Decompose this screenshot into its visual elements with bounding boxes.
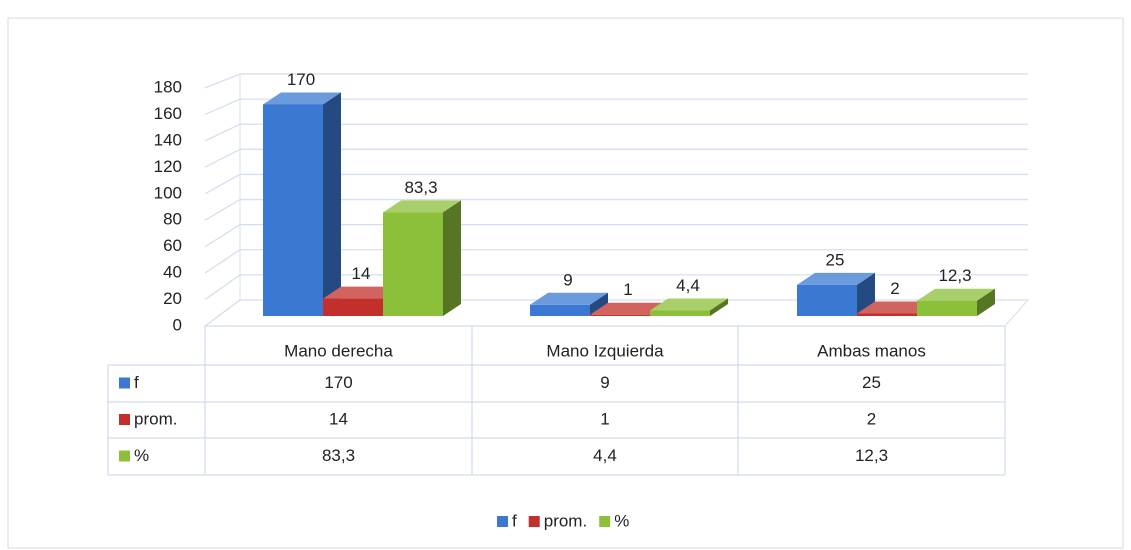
bar	[917, 288, 995, 316]
bar-top	[323, 286, 401, 299]
data-label: 12,3	[938, 266, 971, 285]
table-cell: 14	[329, 409, 348, 428]
bar	[650, 298, 728, 316]
grid-line-side	[204, 73, 241, 89]
bar-side	[977, 288, 995, 316]
table-header: Ambas manos	[817, 341, 926, 360]
y-tick-label: 60	[163, 236, 182, 255]
table-cell: 12,3	[855, 446, 888, 465]
bar-front	[530, 304, 590, 316]
table-cell: 4,4	[593, 446, 617, 465]
legend-label: %	[614, 511, 629, 530]
data-label: 83,3	[404, 178, 437, 197]
bar-top	[650, 298, 728, 311]
bar-side	[443, 200, 461, 316]
grid-line-side	[204, 123, 241, 142]
bar-top	[530, 292, 608, 305]
table-swatch	[119, 377, 130, 389]
bar	[383, 200, 461, 316]
bar-top	[797, 272, 875, 285]
bar-top	[857, 301, 935, 314]
grid-line-side	[204, 198, 241, 221]
table-row-label: prom.	[134, 409, 177, 428]
grid-line-side	[204, 98, 241, 116]
grid-line-side	[204, 249, 241, 274]
bar	[530, 292, 608, 316]
bar-side	[710, 298, 728, 316]
table-cell: 9	[600, 373, 609, 392]
bar	[797, 272, 875, 316]
y-tick-label: 20	[163, 289, 182, 308]
bar-top	[263, 92, 341, 105]
table-cell: 1	[600, 409, 609, 428]
table-cell: 2	[867, 409, 876, 428]
data-label: 25	[826, 250, 845, 269]
legend-swatch	[528, 516, 540, 527]
bar-front	[383, 212, 443, 316]
data-label: 14	[352, 264, 371, 283]
y-tick-label: 80	[163, 210, 182, 229]
bar-top	[590, 302, 668, 315]
table-row-label: %	[134, 446, 149, 465]
table-swatch	[119, 450, 130, 462]
grid-line-side	[204, 173, 241, 195]
bar-front	[650, 310, 710, 316]
chart-border	[7, 17, 1124, 549]
legend-swatch	[599, 516, 611, 527]
bar-side	[323, 92, 341, 316]
table-header: Mano derecha	[284, 341, 393, 360]
bar	[263, 92, 341, 316]
table-cell: 83,3	[322, 446, 355, 465]
legend-label: prom.	[544, 511, 587, 530]
bar-front	[797, 284, 857, 316]
y-tick-label: 40	[163, 263, 182, 282]
bar-front	[590, 314, 650, 316]
y-tick-label: 180	[154, 77, 182, 96]
grid-line-side	[204, 274, 241, 301]
data-label: 1	[623, 280, 632, 299]
table-cell: 25	[862, 373, 881, 392]
bar-front	[917, 300, 977, 316]
bar-top	[917, 288, 995, 301]
legend-swatch	[497, 516, 508, 527]
bar-front	[263, 104, 323, 316]
data-label: 9	[563, 270, 572, 289]
bar-top	[383, 200, 461, 213]
table-header: Mano Izquierda	[546, 341, 664, 360]
y-tick-label: 0	[173, 315, 182, 334]
table-row-label: f	[134, 373, 139, 392]
legend-label: f	[512, 511, 517, 530]
y-tick-label: 100	[154, 183, 182, 202]
bar-side	[590, 292, 608, 316]
grid-line-side	[204, 148, 241, 168]
y-tick-label: 140	[154, 130, 182, 149]
table-swatch	[119, 414, 130, 425]
data-label: 4,4	[676, 276, 700, 295]
bar-front	[857, 313, 917, 316]
data-label: 170	[287, 70, 315, 89]
y-tick-label: 120	[154, 157, 182, 176]
data-label: 2	[890, 279, 899, 298]
bar-front	[323, 298, 383, 316]
grid-line-side	[204, 224, 241, 248]
table-cell: 170	[324, 373, 352, 392]
y-tick-label: 160	[154, 104, 182, 123]
